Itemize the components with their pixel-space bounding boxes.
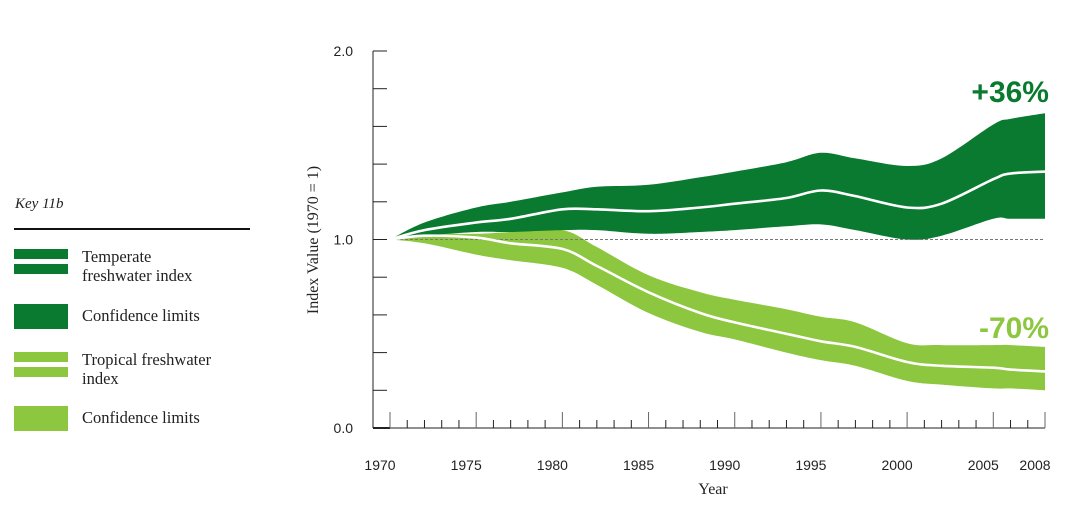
legend: Key 11b Temperate freshwater index Confi… [14,196,254,431]
y-tick-label: 0.0 [334,420,354,436]
temperate-change-annotation: +36% [971,76,1049,109]
x-tick-label: 2005 [968,457,999,473]
legend-label: Confidence limits [82,306,200,325]
legend-label: Tropical freshwater [82,350,212,369]
temperate-line-swatch-icon [14,249,68,274]
y-tick-label: 2.0 [334,43,354,59]
confidence-band-tropical [390,229,1045,391]
legend-item-tropical-index: Tropical freshwater index [14,350,212,388]
legend-item-temperate-index: Temperate freshwater index [14,247,193,285]
legend-label: index [82,369,119,388]
x-tick-label: 2000 [882,457,913,473]
legend-label: Temperate [82,247,152,266]
x-tick-label: 1995 [795,457,826,473]
x-tick-label: 1980 [537,457,568,473]
tropical-line-swatch-icon [14,352,68,377]
index-line-tropical [389,234,1046,373]
x-tick-label: 1975 [451,457,482,473]
legend-item-tropical-confidence: Confidence limits [14,406,200,431]
index-line-temperate [389,170,1046,241]
x-tick-label: 1970 [364,457,395,473]
x-tick-label: 2008 [1019,457,1050,473]
y-tick-label: 1.0 [334,232,354,248]
temperate-band-swatch-icon [14,304,68,329]
legend-divider [14,228,250,230]
x-tick-label: 1985 [623,457,654,473]
x-axis-title: Year [698,481,728,498]
legend-label: Confidence limits [82,408,200,427]
confidence-band-temperate [390,113,1045,240]
legend-item-temperate-confidence: Confidence limits [14,304,200,329]
legend-title: Key 11b [15,196,64,212]
x-tick-label: 1990 [709,457,740,473]
legend-label: freshwater index [82,266,193,285]
y-axis-title: Index Value (1970 = 1) [305,166,322,314]
tropical-change-annotation: -70% [979,312,1049,345]
tropical-band-swatch-icon [14,406,68,431]
